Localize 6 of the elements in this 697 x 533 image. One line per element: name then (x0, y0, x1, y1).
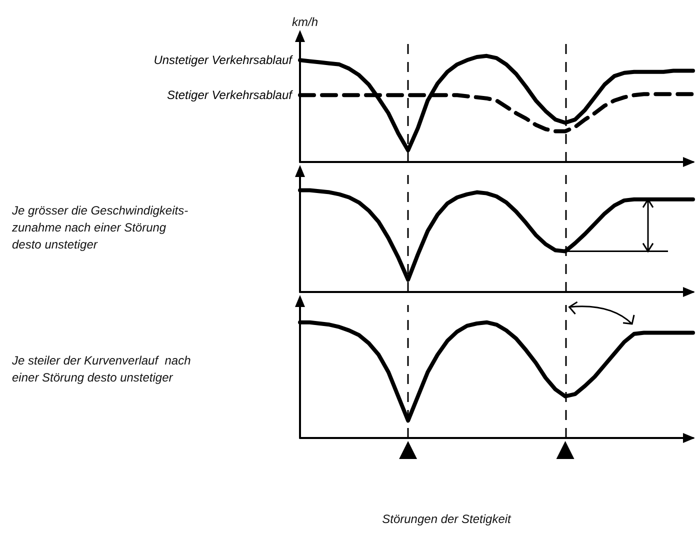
text: Je steiler der Kurvenverlauf nach einer Störung desto unstetiger (11, 354, 192, 384)
x-axis-title: Störungen der Stetigkeit (382, 512, 512, 526)
text: Je grösser die Geschwindigkeits- zunahme nach einer Störung desto unstetiger (11, 204, 188, 252)
legend-label: Unstetiger Verkehrsablauf (154, 53, 294, 68)
y-axis-title: km/h (292, 15, 318, 29)
series-label: Stetiger Verkehrsablauf (167, 88, 294, 102)
